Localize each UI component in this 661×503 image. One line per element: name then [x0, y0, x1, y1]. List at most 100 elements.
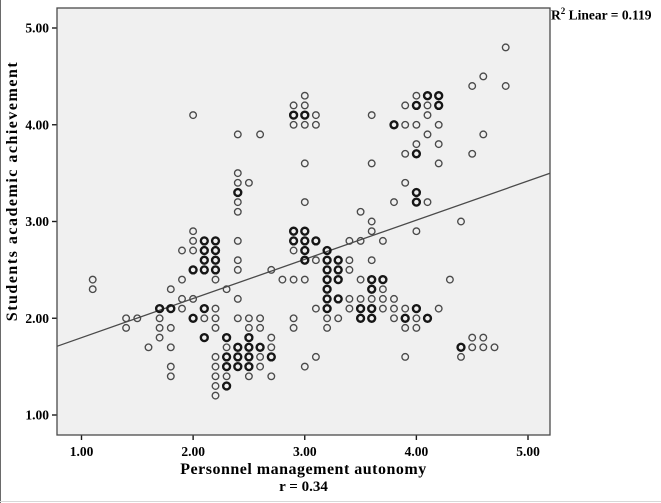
data-point — [244, 372, 253, 381]
data-point — [356, 236, 365, 245]
data-point — [412, 140, 421, 149]
data-point — [479, 130, 488, 139]
data-point — [178, 294, 186, 303]
data-point — [412, 120, 421, 129]
data-point — [367, 256, 376, 265]
data-point — [300, 255, 310, 265]
data-point — [289, 246, 298, 255]
data-point — [378, 236, 387, 245]
data-point — [411, 197, 422, 207]
data-point — [178, 246, 186, 255]
data-point — [200, 314, 209, 323]
data-point — [367, 313, 377, 323]
data-point — [222, 285, 231, 294]
y-tick-label: 4.00 — [25, 117, 49, 132]
data-point — [233, 314, 242, 323]
data-point — [233, 294, 242, 303]
data-point — [423, 130, 432, 139]
data-point — [457, 217, 465, 226]
data-point — [278, 275, 287, 284]
data-point — [199, 332, 209, 343]
data-point — [390, 314, 398, 323]
data-point — [155, 323, 164, 332]
data-point — [378, 304, 387, 313]
data-point — [311, 111, 320, 120]
data-point — [300, 245, 310, 256]
data-point — [211, 304, 220, 313]
data-point — [367, 159, 376, 168]
data-point — [401, 101, 410, 110]
data-point — [210, 245, 221, 256]
data-point — [211, 362, 220, 371]
data-point — [199, 303, 209, 314]
correlation-label: r = 0.34 — [279, 479, 328, 495]
data-point — [390, 304, 398, 313]
data-point — [345, 256, 354, 265]
data-point — [244, 361, 254, 372]
y-tick-label: 1.00 — [25, 408, 49, 423]
data-point — [178, 275, 186, 284]
r-squared-base: R — [551, 7, 561, 23]
data-point — [378, 294, 387, 303]
data-point — [199, 255, 209, 265]
data-point — [233, 265, 242, 274]
data-point — [211, 391, 220, 400]
x-tick-label: 1.00 — [70, 444, 94, 459]
data-point — [390, 198, 398, 207]
data-point — [222, 343, 231, 352]
data-point — [311, 120, 320, 129]
data-point — [221, 332, 232, 343]
data-point — [367, 274, 377, 285]
data-point — [88, 275, 97, 284]
data-point — [154, 303, 165, 314]
data-point — [411, 303, 422, 314]
data-point — [356, 275, 365, 284]
data-point — [322, 284, 332, 294]
data-point — [199, 236, 209, 246]
data-point — [355, 303, 366, 314]
data-point — [244, 178, 253, 187]
data-point — [457, 352, 465, 361]
data-point — [411, 149, 422, 159]
figure-left-edge — [0, 0, 1, 503]
x-tick-label: 2.00 — [181, 444, 205, 459]
data-point — [300, 159, 309, 168]
data-point — [222, 372, 231, 381]
data-point — [322, 255, 332, 265]
data-point — [189, 236, 198, 245]
data-point — [256, 323, 265, 332]
data-point — [233, 178, 242, 187]
data-point — [367, 294, 376, 303]
figure-bottom-edge — [0, 501, 661, 502]
x-tick-label: 4.00 — [405, 444, 429, 459]
data-point — [166, 285, 175, 294]
data-point — [400, 313, 410, 323]
plot-background — [57, 8, 550, 435]
data-point — [244, 323, 253, 332]
data-point — [367, 111, 376, 120]
data-point — [300, 120, 309, 129]
y-tick-label: 3.00 — [25, 214, 49, 229]
data-point — [122, 314, 131, 323]
data-point — [189, 246, 198, 255]
data-point — [189, 227, 198, 236]
data-point — [266, 352, 276, 362]
y-axis-title: Students academic achievement — [4, 60, 21, 322]
data-point — [367, 303, 377, 314]
data-point — [333, 255, 343, 265]
r-squared-value: Linear = 0.119 — [565, 7, 652, 23]
data-point — [367, 217, 376, 226]
x-axis-title: Personnel management autonomy — [180, 461, 427, 478]
r-squared-annotation: R2 Linear = 0.119 — [551, 6, 651, 24]
data-point — [244, 332, 254, 343]
data-point — [323, 314, 332, 323]
data-point — [166, 303, 176, 314]
data-point — [211, 352, 220, 361]
data-point — [221, 381, 232, 391]
data-point — [468, 343, 477, 352]
data-point — [401, 149, 410, 158]
data-point — [378, 274, 388, 285]
data-point — [479, 72, 488, 81]
